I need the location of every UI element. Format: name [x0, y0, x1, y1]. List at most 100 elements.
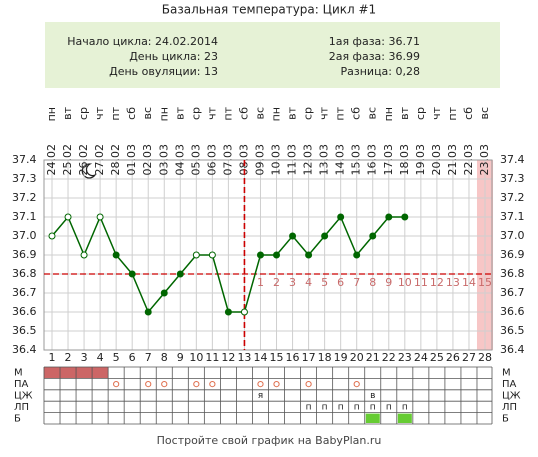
x-tick-label: 25 [430, 351, 444, 364]
x-tick-label: 27 [462, 351, 476, 364]
x-tick-label: 17 [302, 351, 316, 364]
menstruation-cell [43, 367, 61, 379]
luteal-day-label: 14 [462, 276, 476, 289]
weekday-label: ср [414, 107, 427, 120]
lp-mark: п [402, 402, 408, 412]
y-tick-label: 36.4 [500, 343, 525, 356]
pa-mark [257, 381, 264, 388]
y-tick-label: 37.4 [500, 153, 525, 166]
lp-mark: п [370, 402, 376, 412]
weekday-label: пн [382, 107, 395, 121]
weekday-label: пн [157, 107, 170, 121]
lp-mark: п [354, 402, 360, 412]
luteal-day-label: 13 [446, 276, 460, 289]
row-label: Б [502, 413, 509, 424]
y-tick-label: 37.1 [12, 210, 37, 223]
filled-marker [385, 213, 393, 221]
luteal-day-label: 12 [430, 276, 444, 289]
filled-marker [273, 251, 281, 259]
x-tick-label: 19 [334, 351, 348, 364]
filled-marker [176, 270, 184, 278]
filled-marker [112, 251, 120, 259]
weekday-label: чт [93, 106, 106, 119]
weekday-label: вс [141, 107, 154, 120]
row-label: ЦЖ [502, 391, 521, 402]
open-marker [240, 308, 248, 316]
weekday-label: пт [109, 106, 122, 120]
x-tick-label: 21 [366, 351, 380, 364]
luteal-day-label: 9 [385, 276, 392, 289]
x-tick-label: 3 [81, 351, 88, 364]
x-tick-label: 15 [270, 351, 284, 364]
x-tick-label: 1 [49, 351, 56, 364]
weekday-label: ср [302, 107, 315, 120]
weekday-label: вт [61, 106, 74, 119]
footer: Постройте свой график на BabyPlan.ru [157, 434, 382, 447]
x-tick-label: 4 [97, 351, 104, 364]
y-tick-label: 36.5 [500, 324, 525, 337]
y-tick-label: 36.6 [12, 305, 37, 318]
pa-mark [161, 381, 168, 388]
weekday-label: чт [205, 106, 218, 119]
filled-marker [128, 270, 136, 278]
y-tick-label: 36.9 [12, 248, 37, 261]
weekday-label: чт [318, 106, 331, 119]
weekday-label: пт [446, 106, 459, 120]
row-label: М [14, 368, 23, 379]
y-tick-label: 36.6 [500, 305, 525, 318]
pa-mark [193, 381, 200, 388]
luteal-day-label: 10 [398, 276, 412, 289]
weekday-label: сб [125, 107, 138, 120]
pa-mark [145, 381, 152, 388]
lp-mark: п [338, 402, 344, 412]
weekday-label: вт [173, 106, 186, 119]
weekday-label: пн [45, 107, 58, 121]
row-label: М [502, 368, 511, 379]
y-tick-label: 37.3 [12, 172, 37, 185]
open-marker [64, 213, 72, 221]
cz-mark: в [370, 391, 375, 401]
x-tick-label: 20 [350, 351, 364, 364]
filled-marker [144, 308, 152, 316]
x-tick-label: 16 [286, 351, 300, 364]
pa-mark [209, 381, 216, 388]
x-tick-label: 13 [237, 351, 251, 364]
open-marker [96, 213, 104, 221]
weekday-label: пт [334, 106, 347, 120]
pa-mark [305, 381, 312, 388]
chart-title: Базальная температура: Цикл #1 [162, 3, 376, 17]
x-tick-label: 8 [161, 351, 168, 364]
filled-marker [353, 251, 361, 259]
x-tick-label: 26 [446, 351, 460, 364]
weekday-label: сб [237, 107, 250, 120]
weekday-label: ср [189, 107, 202, 120]
y-tick-label: 36.8 [12, 267, 37, 280]
x-tick-label: 2 [65, 351, 72, 364]
filled-marker [224, 308, 232, 316]
menstruation-cell [76, 367, 93, 379]
luteal-day-label: 6 [337, 276, 344, 289]
lp-mark: п [386, 402, 392, 412]
pa-mark [353, 381, 360, 388]
open-marker [80, 251, 88, 259]
x-tick-label: 23 [398, 351, 412, 364]
y-tick-label: 37.0 [500, 229, 525, 242]
weekday-label: сб [350, 107, 363, 120]
x-tick-label: 9 [177, 351, 184, 364]
x-tick-label: 7 [145, 351, 152, 364]
weekday-label: пн [270, 107, 283, 121]
filled-marker [401, 213, 409, 221]
row-label: ПА [502, 379, 517, 390]
weekday-label: вт [398, 106, 411, 119]
lp-mark: п [322, 402, 328, 412]
x-tick-label: 24 [414, 351, 428, 364]
info-text: Разница: 0,28 [341, 65, 421, 78]
plot-frame [43, 159, 493, 351]
luteal-day-label: 11 [414, 276, 428, 289]
x-tick-label: 28 [478, 351, 492, 364]
info-text: День цикла: 23 [129, 50, 218, 63]
lp-mark: п [306, 402, 312, 412]
x-tick-label: 5 [113, 351, 120, 364]
x-tick-label: 10 [189, 351, 203, 364]
luteal-day-label: 3 [289, 276, 296, 289]
